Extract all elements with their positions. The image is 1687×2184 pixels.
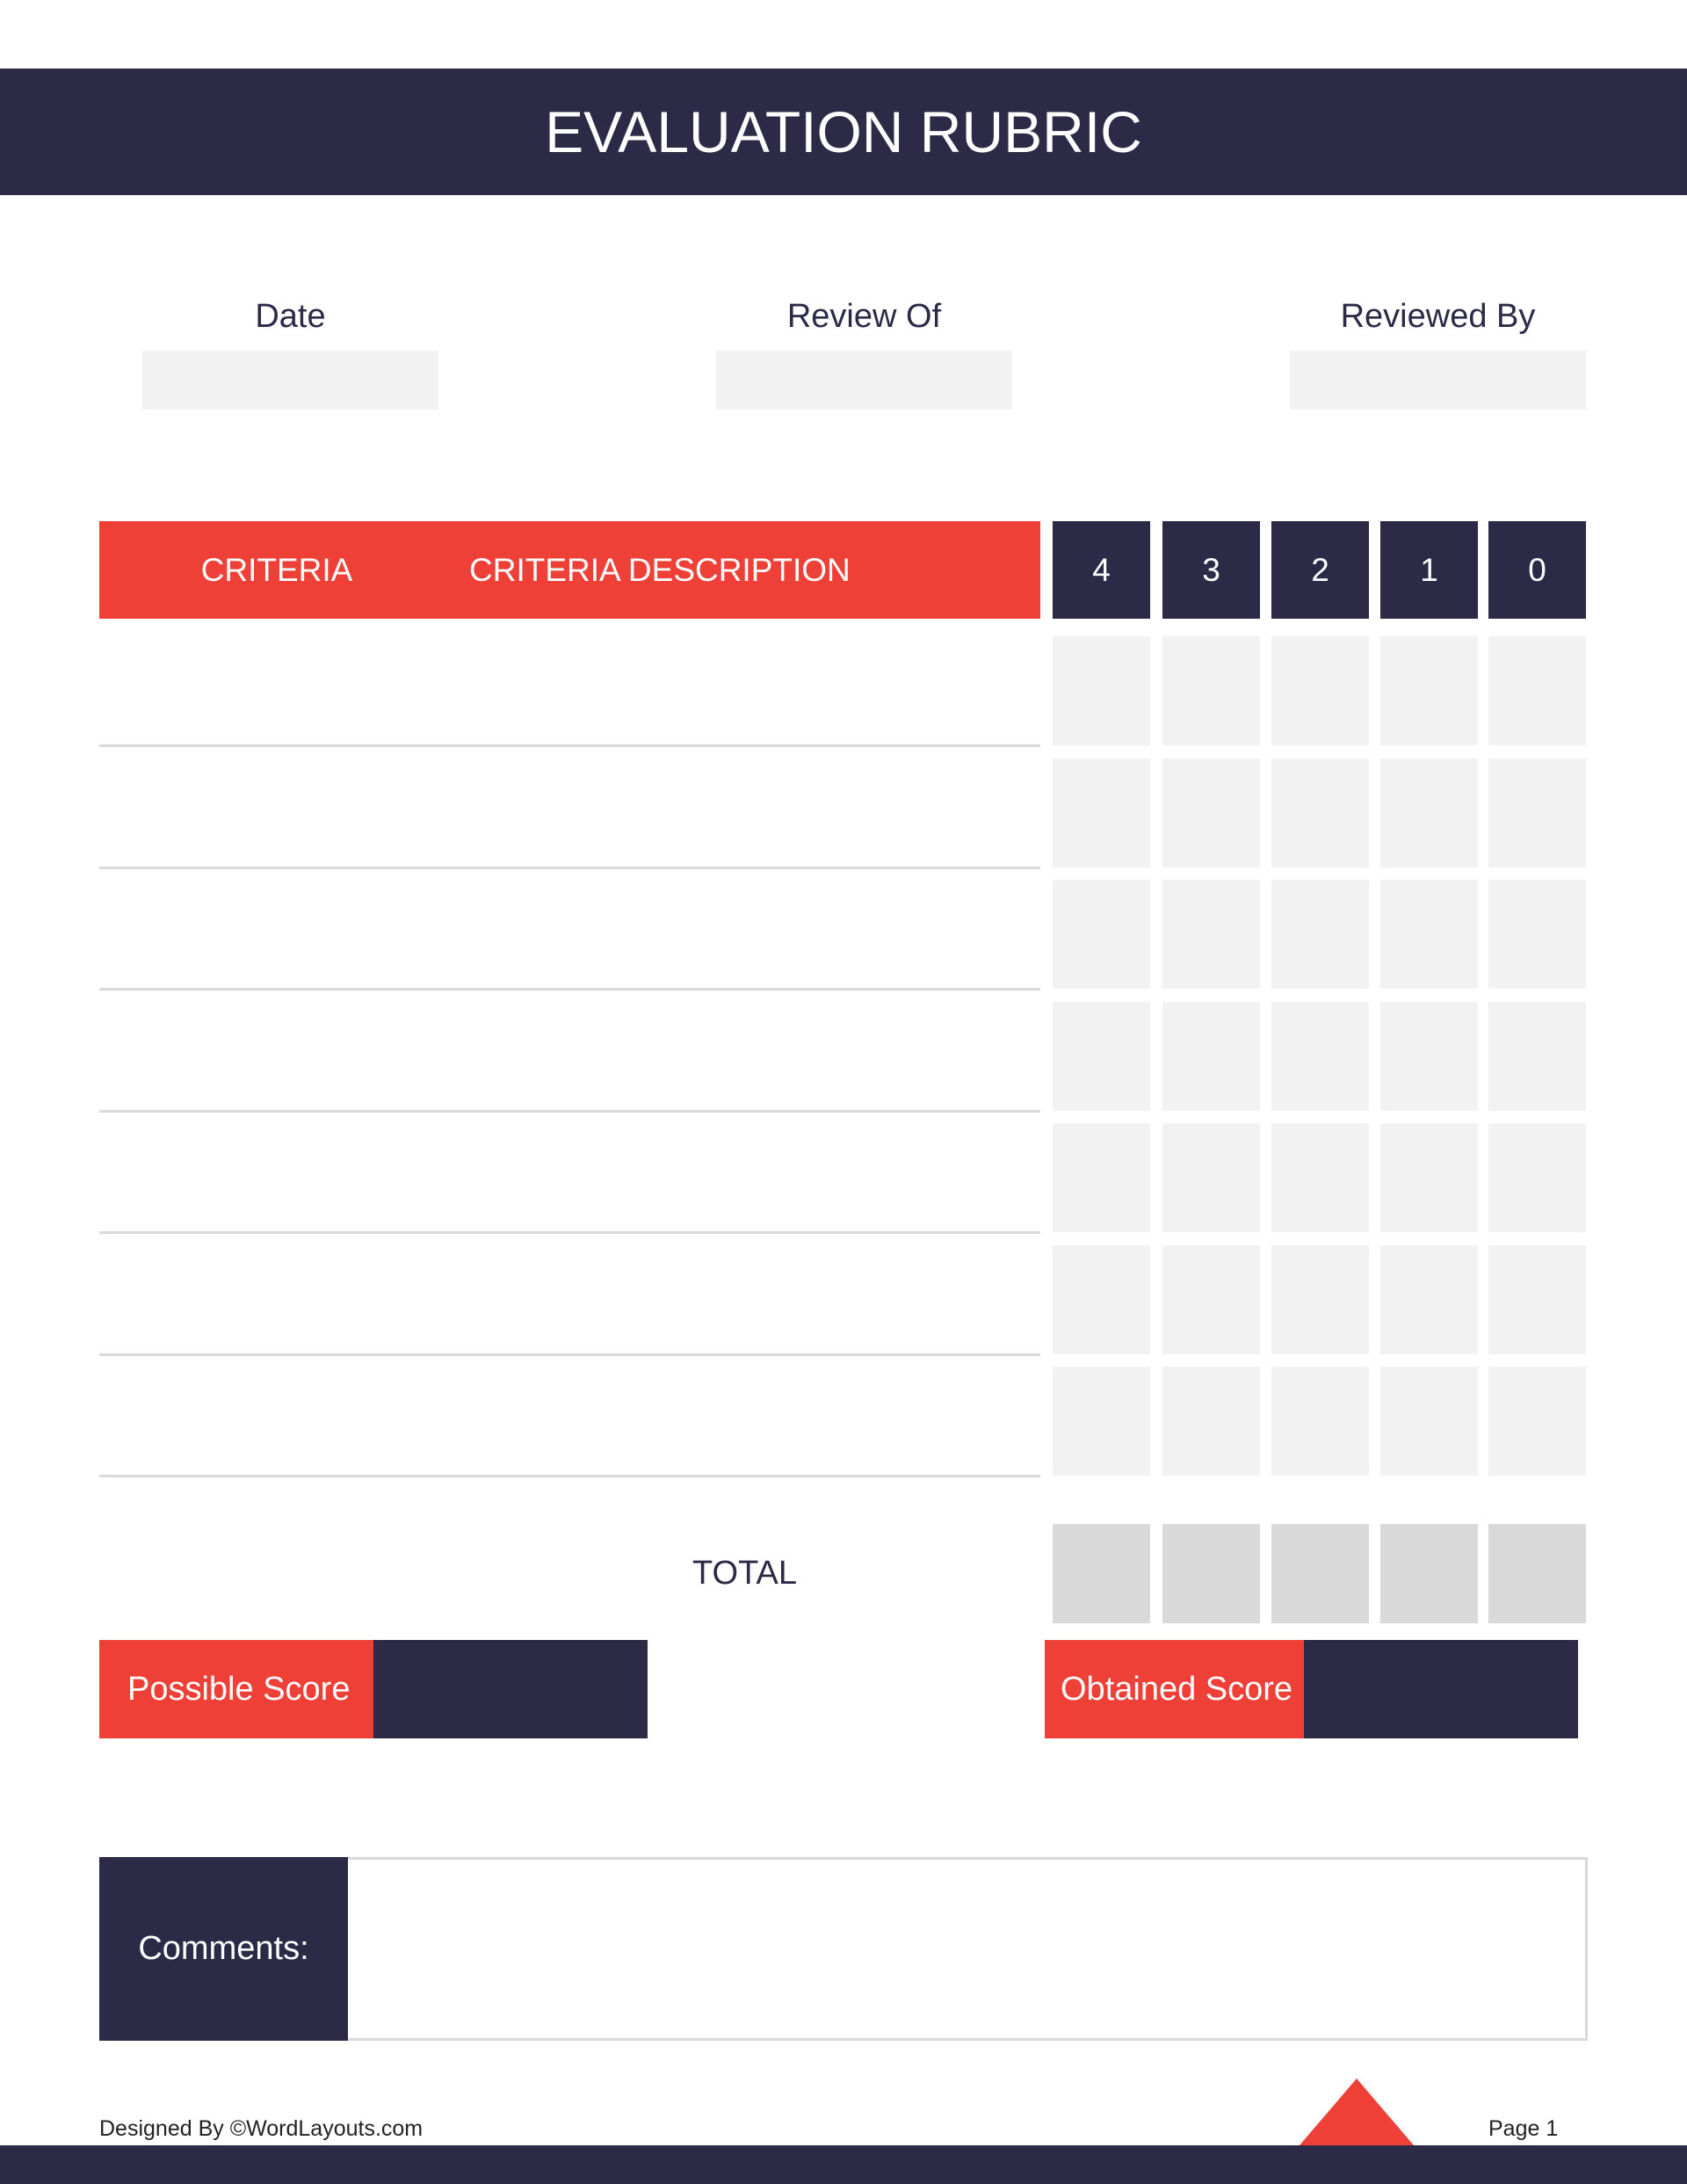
criteria-row[interactable] [99,1367,1040,1477]
score-cell[interactable] [1162,1001,1260,1111]
possible-score-value[interactable] [373,1640,648,1738]
total-cell[interactable] [1053,1524,1150,1623]
score-heading: 4 [1053,521,1150,619]
score-cell[interactable] [1162,1123,1260,1232]
score-cell[interactable] [1162,758,1260,867]
score-cell[interactable] [1380,1367,1478,1476]
score-cell[interactable] [1271,758,1369,867]
title: EVALUATION RUBRIC [545,99,1142,164]
field-input[interactable] [716,351,1012,410]
score-heading: 1 [1380,521,1478,619]
criteria-row[interactable] [99,880,1040,990]
score-cell[interactable] [1271,1001,1369,1111]
obtained-score-label: Obtained Score [1045,1640,1304,1738]
score-cell[interactable] [1162,880,1260,989]
score-cell[interactable] [1053,758,1150,867]
title-bar: EVALUATION RUBRIC [0,69,1687,195]
score-cell[interactable] [1053,1244,1150,1354]
comments-label: Comments: [99,1857,348,2041]
score-cell[interactable] [1271,1123,1369,1232]
total-cell[interactable] [1271,1524,1369,1623]
footer-credit: Designed By ©WordLayouts.com [99,2116,424,2141]
score-heading: 0 [1488,521,1586,619]
score-cell[interactable] [1488,1244,1586,1354]
score-cell[interactable] [1380,636,1478,745]
score-cell[interactable] [1488,880,1586,989]
field-label: Reviewed By [1340,297,1536,335]
score-cell[interactable] [1162,636,1260,745]
score-cell[interactable] [1162,1367,1260,1476]
criteria-row[interactable] [99,1245,1040,1356]
criteria-row[interactable] [99,636,1040,747]
score-cell[interactable] [1488,1001,1586,1111]
field-label: Review Of [786,297,942,335]
score-cell[interactable] [1162,1244,1260,1354]
score-heading: 3 [1162,521,1260,619]
score-cell[interactable] [1380,1123,1478,1232]
total-cell[interactable] [1488,1524,1586,1623]
score-cell[interactable] [1053,1367,1150,1476]
score-cell[interactable] [1271,636,1369,745]
score-cell[interactable] [1488,758,1586,867]
criteria-row[interactable] [99,758,1040,869]
score-cell[interactable] [1053,636,1150,745]
score-heading: 2 [1271,521,1369,619]
score-cell[interactable] [1271,1367,1369,1476]
field-input[interactable] [142,351,438,410]
criteria-header [99,521,1040,619]
footer-triangle [1300,2079,1414,2145]
description-heading: CRITERIA DESCRIPTION [469,551,851,588]
score-cell[interactable] [1488,1367,1586,1476]
total-cell[interactable] [1380,1524,1478,1623]
total-label: TOTAL [692,1555,797,1592]
score-cell[interactable] [1488,1123,1586,1232]
criteria-heading: CRITERIA [200,551,353,588]
score-cell[interactable] [1380,880,1478,989]
score-cell[interactable] [1271,1244,1369,1354]
score-cell[interactable] [1380,1244,1478,1354]
field-input[interactable] [1290,351,1586,410]
obtained-score-value[interactable] [1304,1640,1578,1738]
criteria-row[interactable] [99,1123,1040,1234]
score-cell[interactable] [1053,1001,1150,1111]
score-cell[interactable] [1380,1001,1478,1111]
score-cell[interactable] [1271,880,1369,989]
page-number: Page 1 [1488,2116,1559,2141]
criteria-row[interactable] [99,1002,1040,1113]
footer-bar [0,2145,1687,2184]
total-cell[interactable] [1162,1524,1260,1623]
score-cell[interactable] [1488,636,1586,745]
score-cell[interactable] [1380,758,1478,867]
possible-score-label: Possible Score [99,1640,373,1738]
score-cell[interactable] [1053,880,1150,989]
field-label: Date [255,297,326,335]
score-cell[interactable] [1053,1123,1150,1232]
